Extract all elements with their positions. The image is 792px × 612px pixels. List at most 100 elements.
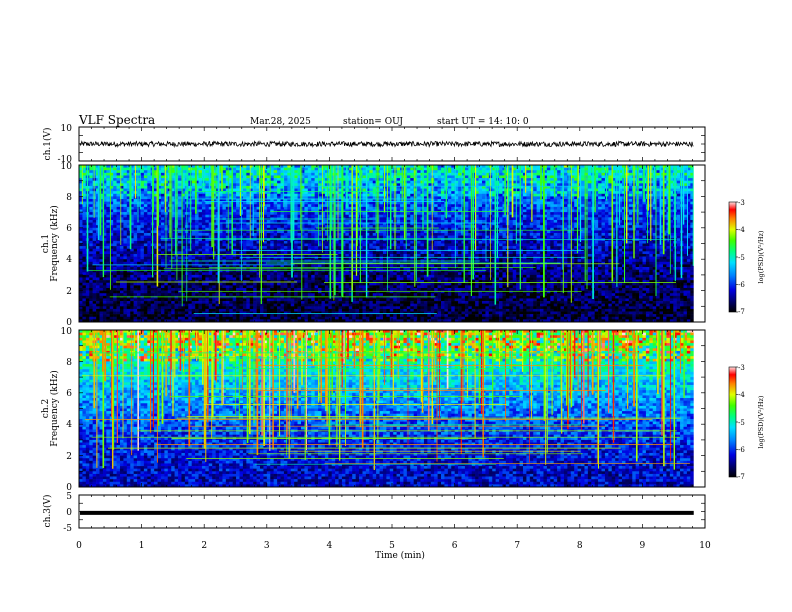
- spectrogram-cell: [485, 219, 490, 223]
- ch1-waveform-trace: [79, 140, 694, 149]
- spectrogram-cell: [92, 206, 97, 210]
- spectrogram-cell: [410, 219, 414, 223]
- spectrogram-cell: [413, 167, 418, 171]
- spectrogram-cell: [188, 180, 193, 184]
- spectrogram-cell: [478, 201, 483, 205]
- spectrogram-cell: [406, 225, 411, 229]
- spectrogram-cell: [277, 219, 281, 223]
- spectrogram-cell: [563, 204, 568, 208]
- spectrogram-cell: [341, 222, 346, 226]
- spectrogram-cell: [171, 183, 175, 187]
- spectrogram-cell: [178, 222, 182, 226]
- spectrogram-cell: [270, 201, 274, 205]
- spectrogram-cell: [348, 214, 353, 218]
- spectrogram-cell: [683, 185, 688, 189]
- spectrogram-cell: [270, 191, 274, 195]
- spectrogram-cell: [109, 217, 114, 221]
- spectrogram-cell: [270, 199, 274, 202]
- spectrogram-cell: [304, 212, 309, 216]
- spectrogram-cell: [563, 196, 568, 200]
- spectrogram-cell: [546, 214, 551, 218]
- spectrogram-cell: [365, 185, 370, 189]
- spectrogram-cell: [516, 188, 520, 192]
- spectrogram-cell: [478, 188, 483, 192]
- spectrogram-cell: [130, 219, 134, 223]
- spectrogram-cell: [492, 167, 496, 171]
- spectrogram-cell: [253, 214, 257, 218]
- spectrogram-cell: [584, 188, 589, 192]
- spectrogram-cell: [622, 196, 626, 200]
- spectrogram-cell: [519, 204, 524, 208]
- spectrogram-cell: [481, 175, 486, 179]
- spectrogram-cell: [123, 175, 128, 179]
- spectrogram-cell: [683, 230, 688, 234]
- spectrogram-cell: [601, 217, 606, 221]
- spectrogram-cell: [225, 209, 230, 213]
- spectrogram-cell: [126, 201, 131, 205]
- spectrogram-cell: [362, 191, 367, 195]
- spectrogram-cell: [160, 230, 165, 234]
- spectrogram-cell: [618, 209, 623, 213]
- spectrogram-cell: [628, 178, 633, 181]
- spectrogram-cell: [676, 222, 681, 226]
- spectrogram-cell: [300, 209, 305, 213]
- spectrogram-cell: [451, 191, 455, 195]
- spectrogram-cell: [639, 230, 643, 234]
- spectrogram-cell: [410, 222, 414, 226]
- spectrogram-cell: [263, 178, 268, 181]
- spectrogram-cell: [481, 188, 486, 192]
- spectrogram-cell: [642, 212, 647, 216]
- spectrogram-cell: [618, 180, 623, 184]
- spectrogram-cell: [154, 233, 158, 236]
- spectrogram-cell: [140, 175, 145, 179]
- spectrogram-cell: [335, 165, 339, 168]
- spectrogram-cell: [608, 209, 613, 213]
- spectrogram-cell: [676, 170, 681, 174]
- spectrogram-cell: [430, 188, 435, 192]
- spectrogram-cell: [430, 217, 435, 221]
- spectrogram-cell: [598, 175, 602, 179]
- spectrogram-cell: [89, 188, 93, 192]
- spectrogram-cell: [563, 222, 568, 226]
- spectrogram-cell: [321, 178, 326, 181]
- spectrogram-cell: [492, 222, 496, 226]
- spectrogram-cell: [533, 170, 537, 174]
- spectrogram-cell: [130, 175, 134, 179]
- spectrogram-cell: [365, 178, 370, 181]
- spectrogram-cell: [157, 178, 162, 181]
- spectrogram-cell: [608, 217, 613, 221]
- spectrogram-cell: [341, 172, 346, 176]
- spectrogram-cell: [116, 206, 121, 210]
- spectrogram-cell: [639, 225, 643, 229]
- spectrogram-cell: [294, 206, 298, 210]
- spectrogram-cell: [519, 188, 524, 192]
- spectrogram-cell: [447, 185, 452, 189]
- spectrogram-cell: [577, 201, 582, 205]
- spectrogram-cell: [669, 219, 674, 223]
- spectrogram-cell: [690, 233, 695, 236]
- spectrogram-cell: [297, 167, 302, 171]
- spectrogram-cell: [92, 217, 97, 221]
- spectrogram-cell: [481, 201, 486, 205]
- spectrogram-cell: [143, 212, 148, 216]
- spectrogram-cell: [219, 233, 223, 236]
- spectrogram-cell: [280, 183, 285, 187]
- spectrogram-cell: [417, 230, 421, 234]
- spectrogram-cell: [256, 188, 261, 192]
- spectrogram-cell: [195, 170, 199, 174]
- spectrogram-cell: [406, 178, 411, 181]
- spectrogram-cell: [502, 180, 507, 184]
- spectrogram-cell: [406, 175, 411, 179]
- spectrogram-cell: [174, 212, 179, 216]
- spectrogram-cell: [499, 214, 503, 218]
- spectrogram-cell: [365, 206, 370, 210]
- spectrogram-cell: [294, 227, 298, 231]
- spectrogram-cell: [263, 193, 268, 197]
- spectrogram-cell: [413, 196, 418, 200]
- spectrogram-cell: [273, 172, 278, 176]
- spectrogram-cell: [557, 185, 561, 189]
- spectrogram-cell: [280, 212, 285, 216]
- spectrogram-cell: [191, 185, 196, 189]
- spectrogram-cell: [577, 212, 582, 216]
- spectrogram-cell: [119, 191, 124, 195]
